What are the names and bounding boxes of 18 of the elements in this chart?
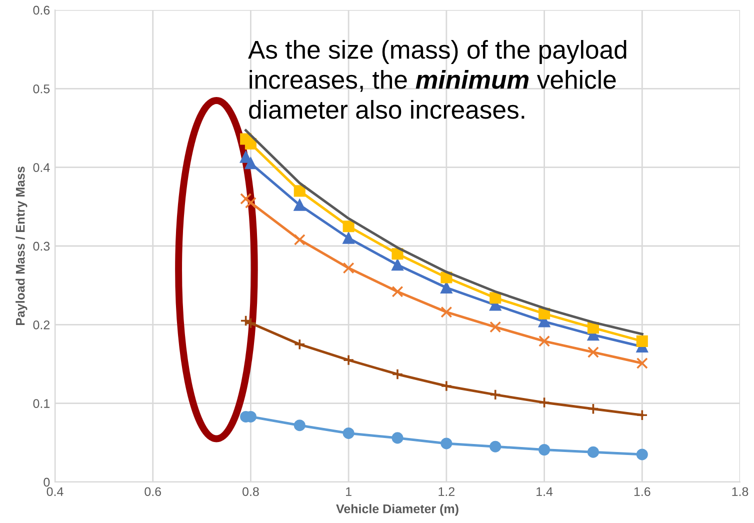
- x-tick-label: 1.8: [732, 487, 748, 496]
- x-tick-label: 1.6: [634, 487, 650, 496]
- y-tick-label: 0: [44, 478, 50, 487]
- y-tick-label: 0.2: [33, 320, 50, 330]
- x-tick-label: 1.2: [438, 487, 454, 496]
- y-axis-title: Payload Mass / Entry Mass: [16, 166, 28, 326]
- x-tick-label: 0.4: [46, 487, 64, 496]
- x-tick-label: 1: [346, 487, 352, 496]
- annotation: As the size (mass) of the payload increases, the minimum vehicle diameter also increases.: [248, 40, 626, 119]
- y-tick-label: 0.3: [33, 242, 50, 251]
- y-tick-label: 0.1: [33, 399, 50, 408]
- y-tick-label: 0.6: [33, 6, 50, 15]
- y-tick-label: 0.4: [33, 163, 50, 172]
- x-tick-label: 0.8: [242, 487, 259, 496]
- y-tick-label: 0.5: [33, 84, 50, 94]
- x-axis-title: Vehicle Diameter (m): [336, 504, 458, 516]
- x-tick-label: 1.4: [536, 487, 553, 496]
- x-tick-label: 0.6: [144, 487, 161, 496]
